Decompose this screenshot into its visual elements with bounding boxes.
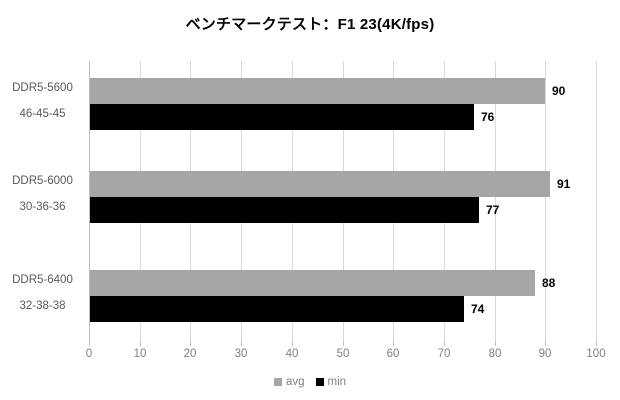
category-label-DDR5-6400: DDR5-6400 (12, 274, 73, 286)
legend-entry-avg[interactable]: avg (273, 376, 305, 388)
x-tick-label-100: 100 (586, 348, 606, 360)
category-timing-DDR5-6400: 32-38-38 (19, 300, 66, 312)
x-tick-70 (444, 341, 445, 346)
category-timing-DDR5-6000: 30-36-36 (19, 201, 66, 213)
x-tick-0 (89, 341, 90, 346)
x-tick-90 (545, 341, 546, 346)
x-tick-label-90: 90 (538, 348, 552, 360)
bar-value-label-avg-DDR5-6400: 88 (542, 276, 556, 290)
category-axis-labels: DDR5-5600 46-45-45 DDR5-6000 30-36-36 DDR5-6… (0, 61, 85, 341)
x-tick-label-20: 20 (183, 348, 197, 360)
bar-value-label-min-DDR5-5600: 76 (481, 110, 495, 124)
bar-min-DDR5-6000 (89, 197, 479, 223)
gridline-80 (495, 61, 496, 341)
bar-avg-DDR5-6000 (89, 171, 550, 197)
x-tick-label-40: 40 (285, 348, 299, 360)
plot-area: 90 76 91 77 88 74 (89, 61, 597, 341)
x-tick-100 (596, 341, 597, 346)
x-tick-label-60: 60 (386, 348, 400, 360)
legend-swatch-min-icon (315, 378, 324, 386)
x-tick-label-0: 0 (85, 348, 93, 360)
category-label-DDR5-5600: DDR5-5600 (12, 82, 73, 94)
x-tick-label-30: 30 (234, 348, 248, 360)
x-tick-60 (393, 341, 394, 346)
x-tick-label-80: 80 (488, 348, 502, 360)
bar-value-label-min-DDR5-6400: 74 (471, 302, 485, 316)
bar-avg-DDR5-6400 (89, 270, 535, 296)
x-tick-label-10: 10 (133, 348, 147, 360)
value-axis-line (89, 61, 90, 342)
bar-avg-DDR5-5600 (89, 78, 545, 104)
x-tick-10 (140, 341, 141, 346)
legend-entry-min[interactable]: min (315, 376, 347, 388)
gridline-90 (545, 61, 546, 341)
bar-value-label-min-DDR5-6000: 77 (486, 203, 500, 217)
bar-min-DDR5-5600 (89, 104, 474, 130)
category-timing-DDR5-5600: 46-45-45 (19, 108, 66, 120)
gridline-100 (596, 61, 597, 341)
bar-value-label-avg-DDR5-6000: 91 (557, 177, 571, 191)
x-tick-20 (190, 341, 191, 346)
x-tick-label-70: 70 (437, 348, 451, 360)
legend-swatch-avg-icon (273, 378, 282, 386)
category-label-DDR5-6000: DDR5-6000 (12, 175, 73, 187)
chart-title: ベンチマークテスト：F1 23(4K/fps) (185, 16, 435, 33)
x-tick-80 (495, 341, 496, 346)
bar-min-DDR5-6400 (89, 296, 464, 322)
legend-label-min: min (327, 376, 347, 388)
legend-label-avg: avg (285, 376, 305, 388)
x-tick-50 (343, 341, 344, 346)
value-axis-labels: 0 10 20 30 40 50 60 70 80 90 100 (0, 341, 620, 365)
chart-legend: avg min (0, 376, 620, 388)
x-tick-30 (241, 341, 242, 346)
x-tick-40 (292, 341, 293, 346)
x-tick-label-50: 50 (336, 348, 350, 360)
bar-value-label-avg-DDR5-5600: 90 (552, 84, 566, 98)
